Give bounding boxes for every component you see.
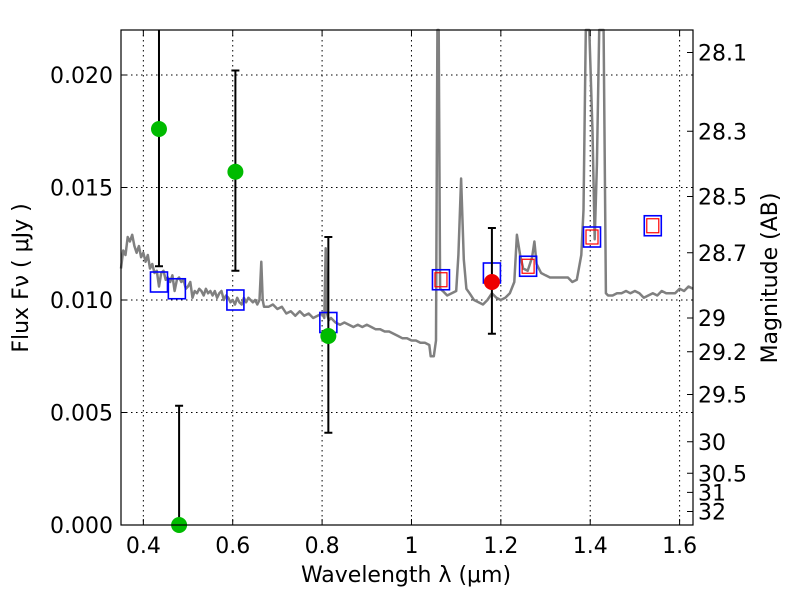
y-tick-labels: 0.000 0.005 0.010 0.015 0.020 <box>50 64 113 539</box>
x-tick-label: 0.8 <box>305 534 340 559</box>
x-tick-label: 0.4 <box>126 534 161 559</box>
model-square-marker <box>431 268 451 291</box>
x-tick-label: 0.6 <box>215 534 250 559</box>
y2-tick-label: 32 <box>698 501 726 526</box>
model-small-square-marker <box>585 229 599 245</box>
axis-ticks <box>121 30 693 526</box>
y2-tick-label: 30 <box>698 431 726 456</box>
y-tick-label: 0.020 <box>50 64 113 89</box>
model-square-marker <box>518 255 538 278</box>
y-axis-title: Flux Fν ( μJy ) <box>9 203 34 352</box>
y2-tick-label: 28.7 <box>698 242 747 267</box>
y-tick-label: 0.005 <box>50 402 113 427</box>
plot-frame <box>120 29 694 526</box>
y2-tick-label: 31 <box>698 481 726 506</box>
y2-tick-label: 29.5 <box>698 384 747 409</box>
y2-tick-label: 28.5 <box>698 186 747 211</box>
spectrum-line <box>119 28 694 358</box>
observed-flux-point <box>320 328 337 344</box>
observed-flux-point <box>227 163 244 180</box>
model-small-square-marker <box>521 258 535 274</box>
model-square-marker <box>643 214 663 237</box>
y-tick-label: 0.010 <box>50 289 113 314</box>
model-square-marker <box>167 277 187 300</box>
observed-flux-point <box>483 274 500 290</box>
y2-tick-label: 30.5 <box>698 462 747 487</box>
x-tick-labels: 0.4 0.6 0.8 1 1.2 1.4 1.6 <box>126 534 697 559</box>
x-tick-label: 1.2 <box>483 534 518 559</box>
y2-tick-label: 28.1 <box>698 42 747 67</box>
x-axis-title: Wavelength λ (μm) <box>301 563 511 588</box>
model-square-marker <box>226 289 245 311</box>
y-tick-label: 0.015 <box>50 177 113 202</box>
model-square-marker <box>149 271 169 293</box>
model-small-square-marker <box>646 218 660 234</box>
y2-tick-label: 29.2 <box>698 341 747 366</box>
y-tick-label: 0.000 <box>50 514 113 539</box>
y2-tick-label: 29 <box>698 307 726 332</box>
x-tick-label: 1.6 <box>662 534 697 559</box>
y2-tick-label: 28.3 <box>698 120 747 145</box>
spectrum-layer <box>119 28 694 358</box>
observed-flux-point <box>150 121 167 137</box>
x-tick-label: 1 <box>404 534 418 559</box>
model-square-marker <box>582 226 602 248</box>
y2-axis-title: Magnitude (AB) <box>758 193 783 364</box>
model-small-square-marker <box>434 272 448 288</box>
x-tick-label: 1.4 <box>573 534 608 559</box>
